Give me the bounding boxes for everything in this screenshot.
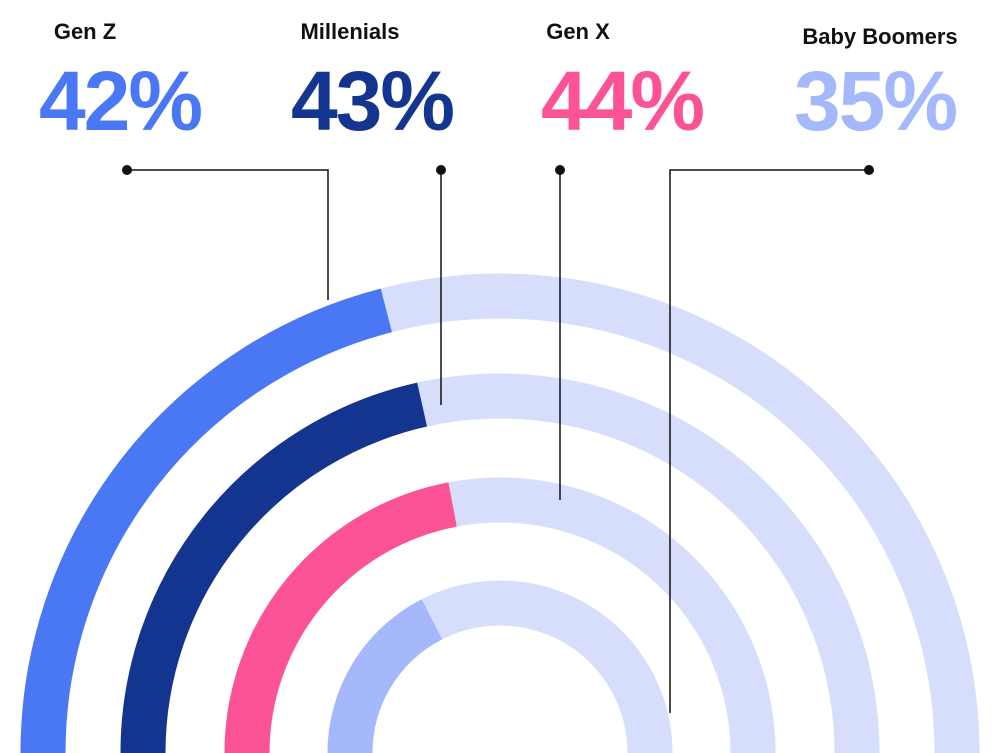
value-label: 43%: [291, 54, 453, 148]
leader-dot: [555, 165, 565, 175]
value-label: 42%: [39, 54, 201, 148]
ring-track: [20, 273, 980, 753]
leaders: [122, 165, 874, 713]
ring-track: [224, 477, 776, 753]
ring-bar: [224, 482, 458, 753]
value-label: 44%: [541, 54, 703, 148]
rings: [20, 273, 980, 753]
leader-line: [669, 169, 869, 713]
category-label: Millenials: [300, 19, 399, 44]
leader-line: [127, 169, 329, 300]
ring-bar: [20, 288, 392, 753]
leader-dot: [864, 165, 874, 175]
leader-dot: [122, 165, 132, 175]
category-label: Baby Boomers: [802, 24, 957, 49]
category-label: Gen X: [546, 19, 610, 44]
ring-bar: [120, 382, 428, 753]
value-label: 35%: [794, 54, 956, 148]
ring-bar: [327, 599, 443, 753]
leader-dot: [436, 165, 446, 175]
category-label: Gen Z: [54, 19, 116, 44]
